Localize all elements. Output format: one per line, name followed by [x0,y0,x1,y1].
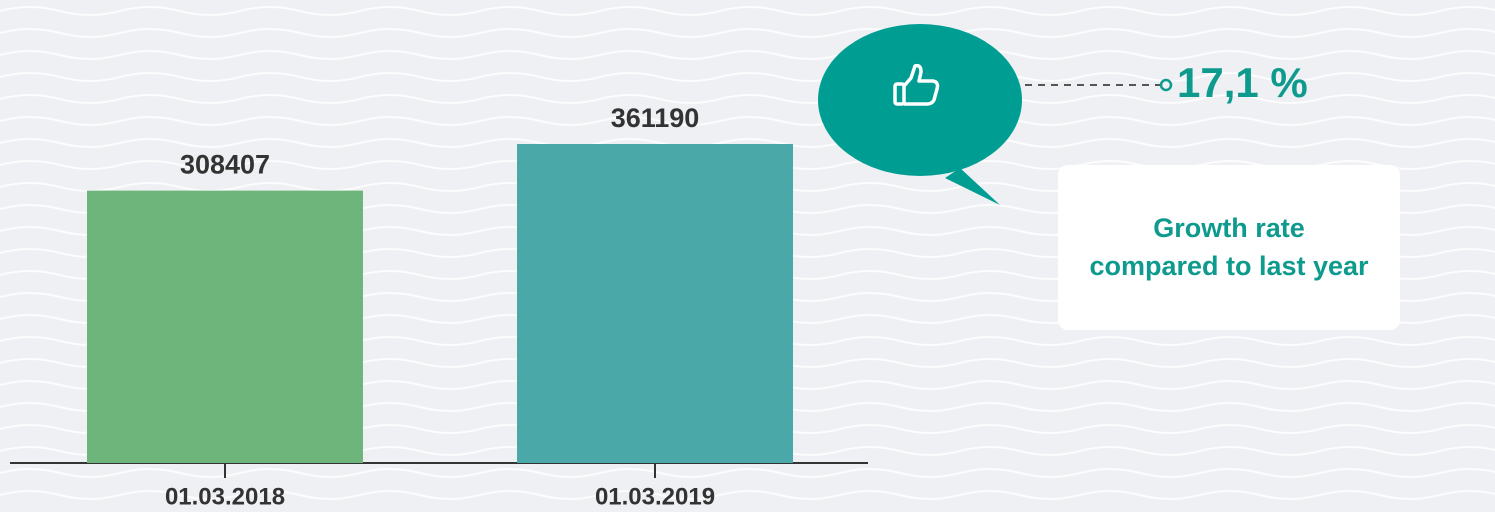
value-label: 308407 [180,150,270,180]
x-tick-label: 01.03.2018 [165,483,285,510]
growth-value: 17,1 % [1177,59,1308,106]
growth-note: Growth rate compared to last year [1058,165,1400,330]
x-tick-label: 01.03.2019 [595,483,715,510]
connector-dot [1159,78,1173,92]
bar [87,190,363,464]
thumb-icon [893,63,940,106]
value-label: 361190 [611,103,700,133]
bar [517,144,793,463]
speech-bubble [818,24,1022,205]
